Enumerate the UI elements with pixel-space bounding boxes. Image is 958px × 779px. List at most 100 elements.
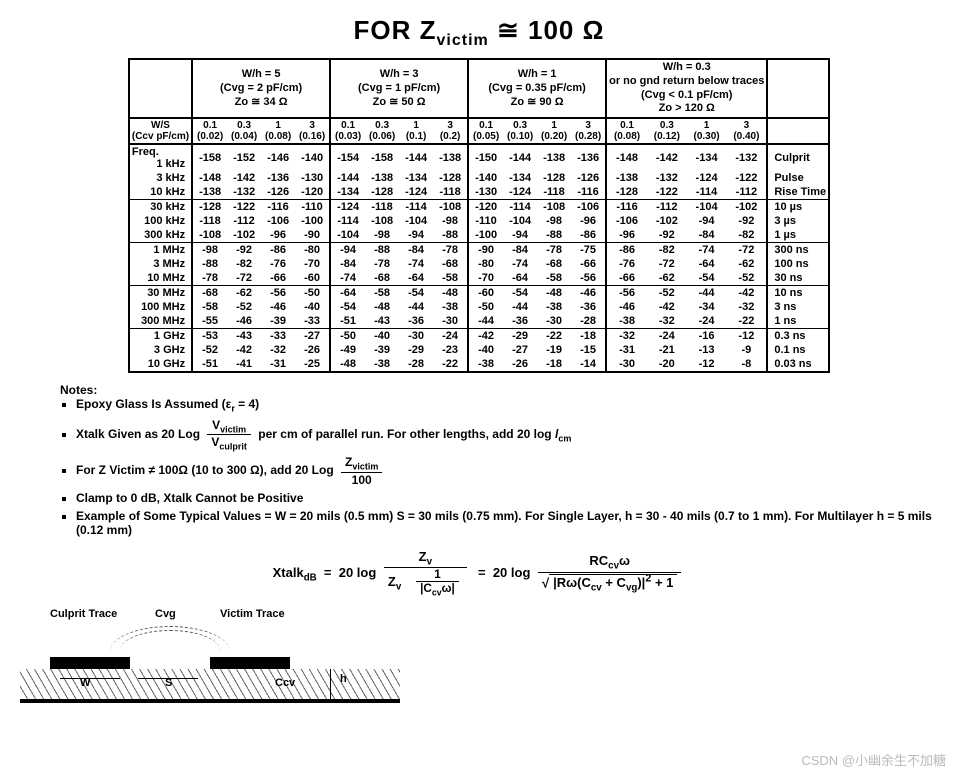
data-cell: -29	[503, 329, 537, 344]
data-cell: -40	[365, 329, 399, 344]
table-row: 1 MHz-98-92-86-80-94-88-84-78-90-84-78-7…	[129, 243, 829, 258]
data-cell: -48	[365, 300, 399, 314]
data-cell: -138	[606, 171, 647, 185]
data-cell: -40	[468, 343, 503, 357]
data-cell: -128	[537, 171, 571, 185]
data-cell: -86	[606, 243, 647, 258]
data-cell: -132	[227, 185, 261, 200]
data-cell: -42	[726, 286, 767, 301]
data-cell: -42	[227, 343, 261, 357]
data-cell: -84	[399, 243, 433, 258]
data-cell: -122	[726, 171, 767, 185]
rise-time-cell: 1 µs	[767, 228, 829, 243]
data-cell: -72	[726, 243, 767, 258]
col-header-1: W/h = 5 (Cvg = 2 pF/cm) Zo ≅ 34 Ω	[192, 59, 330, 118]
data-cell: -144	[399, 144, 433, 171]
data-cell: -104	[330, 228, 365, 243]
data-cell: -122	[647, 185, 687, 200]
rise-time-cell: 10 ns	[767, 286, 829, 301]
notes-section: Notes: Epoxy Glass Is Assumed (εr = 4) X…	[60, 383, 938, 541]
data-cell: -38	[468, 357, 503, 372]
data-cell: -98	[192, 243, 227, 258]
rise-time-cell: 10 µs	[767, 200, 829, 215]
rise-time-cell: 3 ns	[767, 300, 829, 314]
data-cell: -68	[365, 271, 399, 286]
data-cell: -60	[295, 271, 330, 286]
freq-label: 3 MHz	[129, 257, 192, 271]
data-cell: -124	[503, 185, 537, 200]
data-cell: -82	[647, 243, 687, 258]
data-cell: -116	[606, 200, 647, 215]
data-cell: -15	[571, 343, 606, 357]
data-cell: -66	[571, 257, 606, 271]
data-cell: -48	[330, 357, 365, 372]
data-cell: -21	[647, 343, 687, 357]
data-cell: -118	[433, 185, 468, 200]
data-cell: -23	[433, 343, 468, 357]
data-cell: -9	[726, 343, 767, 357]
data-cell: -100	[295, 214, 330, 228]
data-cell: -104	[503, 214, 537, 228]
data-cell: -124	[330, 200, 365, 215]
data-cell: -32	[647, 314, 687, 329]
data-cell: -118	[365, 200, 399, 215]
data-cell: -38	[606, 314, 647, 329]
data-cell: -74	[330, 271, 365, 286]
data-cell: -58	[192, 300, 227, 314]
table-row: 3 GHz-52-42-32-26-49-39-29-23-40-27-19-1…	[129, 343, 829, 357]
data-cell: -46	[571, 286, 606, 301]
ground-plane	[20, 699, 400, 703]
ws-col-header: 3(0.28)	[571, 118, 606, 144]
data-cell: -26	[295, 343, 330, 357]
ccv-label: Ccv	[275, 677, 295, 689]
data-cell: -31	[261, 357, 295, 372]
freq-label: 300 MHz	[129, 314, 192, 329]
data-cell: -106	[571, 200, 606, 215]
data-cell: -58	[433, 271, 468, 286]
crosstalk-table: W/h = 5 (Cvg = 2 pF/cm) Zo ≅ 34 Ω W/h = …	[128, 58, 830, 373]
data-cell: -88	[433, 228, 468, 243]
ws-col-header: 3(0.16)	[295, 118, 330, 144]
data-cell: -90	[295, 228, 330, 243]
data-cell: -64	[330, 286, 365, 301]
data-cell: -96	[261, 228, 295, 243]
data-cell: -20	[647, 357, 687, 372]
data-cell: -112	[227, 214, 261, 228]
title-prefix: FOR Z	[354, 15, 437, 45]
data-cell: -128	[433, 171, 468, 185]
notes-header: Notes:	[60, 383, 110, 397]
col-header-4: W/h = 0.3 or no gnd return below traces …	[606, 59, 767, 118]
data-cell: -43	[365, 314, 399, 329]
data-cell: -74	[399, 257, 433, 271]
data-cell: -30	[399, 329, 433, 344]
table-row: 1 GHz-53-43-33-27-50-40-30-24-42-29-22-1…	[129, 329, 829, 344]
title-sub: victim	[437, 32, 489, 49]
data-cell: -52	[227, 300, 261, 314]
data-cell: -98	[433, 214, 468, 228]
ws-col-header: 0.1(0.02)	[192, 118, 227, 144]
data-cell: -39	[261, 314, 295, 329]
data-cell: -102	[726, 200, 767, 215]
col-header-2: W/h = 3 (Cvg = 1 pF/cm) Zo ≅ 50 Ω	[330, 59, 468, 118]
data-cell: -60	[468, 286, 503, 301]
data-cell: -56	[261, 286, 295, 301]
data-cell: -128	[192, 200, 227, 215]
table-row: 300 MHz-55-46-39-33-51-43-36-30-44-36-30…	[129, 314, 829, 329]
data-cell: -134	[687, 144, 727, 171]
note-3: For Z Victim ≠ 100Ω (10 to 300 Ω), add 2…	[76, 455, 938, 486]
data-cell: -32	[606, 329, 647, 344]
data-cell: -42	[468, 329, 503, 344]
rise-time-cell: 0.3 ns	[767, 329, 829, 344]
data-cell: -38	[433, 300, 468, 314]
data-cell: -22	[433, 357, 468, 372]
data-cell: -44	[468, 314, 503, 329]
data-cell: -80	[295, 243, 330, 258]
data-cell: -31	[606, 343, 647, 357]
data-cell: -120	[295, 185, 330, 200]
note-5: Example of Some Typical Values = W = 20 …	[76, 509, 938, 537]
data-cell: -64	[399, 271, 433, 286]
data-cell: -84	[330, 257, 365, 271]
data-cell: -32	[726, 300, 767, 314]
data-cell: -30	[537, 314, 571, 329]
data-cell: -66	[606, 271, 647, 286]
